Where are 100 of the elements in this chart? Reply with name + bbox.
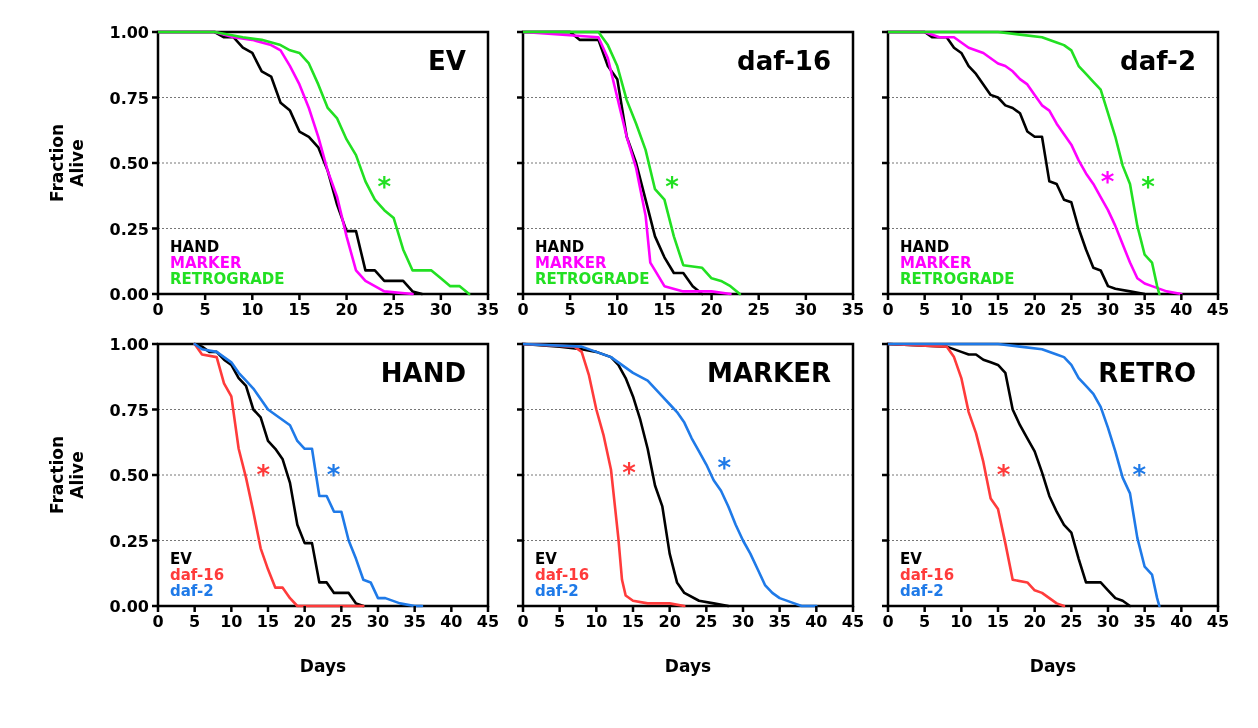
x-tick-label: 10	[606, 300, 629, 319]
annotation: *	[1100, 166, 1115, 197]
x-tick-label: 10	[241, 300, 264, 319]
annotation: *	[1132, 460, 1147, 491]
text: MARKER	[707, 358, 831, 388]
annotation: *	[326, 460, 341, 491]
text: EV	[900, 550, 923, 568]
x-tick-label: 5	[564, 300, 576, 319]
x-tick-label: 45	[1206, 300, 1230, 319]
x-tick-label: 10	[220, 612, 243, 631]
text: EV	[535, 550, 558, 568]
x-tick-label: 30	[794, 300, 817, 319]
x-tick-label: 0	[882, 612, 894, 631]
text: RETROGRADE	[535, 270, 650, 288]
x-tick-label: 20	[1023, 300, 1046, 319]
text: daf-16	[535, 566, 590, 584]
x-tick-label: 0	[882, 300, 894, 319]
text: RETROGRADE	[900, 270, 1015, 288]
y-tick-label: 0.00	[109, 285, 149, 304]
x-tick-label: 25	[1060, 612, 1083, 631]
x-tick-label: 20	[700, 300, 723, 319]
x-tick-label: 30	[731, 612, 755, 631]
annotation: *	[256, 460, 271, 491]
x-tick-label: 40	[805, 612, 828, 631]
text: HAND	[900, 238, 950, 256]
x-tick-label: 5	[919, 612, 931, 631]
x-tick-label: 35	[476, 300, 500, 319]
text: RETRO	[1098, 358, 1196, 388]
y-axis-title: Fraction Alive	[47, 435, 87, 515]
text: HAND	[170, 238, 220, 256]
x-tick-label: 0	[517, 612, 529, 631]
text: daf-16	[737, 46, 831, 76]
x-tick-label: 30	[1096, 612, 1120, 631]
x-axis-title: Days	[1029, 656, 1077, 676]
x-tick-label: 25	[695, 612, 718, 631]
y-tick-label: 1.00	[109, 335, 149, 354]
x-tick-label: 20	[335, 300, 358, 319]
text: HAND	[380, 358, 466, 388]
x-tick-label: 15	[653, 300, 676, 319]
x-tick-label: 40	[440, 612, 463, 631]
annotation: *	[996, 460, 1011, 491]
y-tick-label: 0.75	[109, 400, 149, 420]
text: HAND	[535, 238, 585, 256]
x-tick-label: 35	[1133, 612, 1156, 631]
y-tick-label: 0.25	[109, 531, 149, 551]
x-tick-label: 20	[658, 612, 681, 631]
x-tick-label: 30	[366, 612, 390, 631]
y-axis-title: Fraction Alive	[47, 123, 87, 203]
x-tick-label: 25	[747, 300, 770, 319]
text: MARKER	[535, 254, 607, 272]
x-tick-label: 25	[330, 612, 353, 631]
y-tick-label: 1.00	[109, 23, 149, 42]
text: daf-2	[1120, 46, 1196, 76]
x-tick-label: 45	[841, 612, 865, 631]
annotation: *	[717, 452, 732, 483]
text: EV	[170, 550, 193, 568]
x-axis-title: Days	[664, 656, 712, 676]
x-tick-label: 30	[429, 300, 452, 319]
y-tick-label: 0.75	[109, 88, 149, 108]
y-tick-label: 0.00	[109, 597, 149, 616]
x-tick-label: 20	[293, 612, 316, 631]
x-tick-label: 25	[382, 300, 405, 319]
x-tick-label: 5	[189, 612, 201, 631]
y-tick-label: 0.50	[109, 154, 149, 173]
x-tick-label: 30	[1096, 300, 1120, 319]
x-tick-label: 45	[1206, 612, 1230, 631]
text: daf-16	[900, 566, 955, 584]
x-tick-label: 15	[621, 612, 645, 631]
text: daf-2	[535, 582, 579, 600]
text: daf-16	[170, 566, 225, 584]
y-tick-label: 0.25	[109, 219, 149, 239]
x-tick-label: 35	[1133, 300, 1156, 319]
x-tick-label: 45	[476, 612, 500, 631]
x-tick-label: 35	[403, 612, 426, 631]
annotation: *	[1141, 171, 1156, 202]
x-tick-label: 5	[554, 612, 566, 631]
annotation: *	[377, 171, 392, 202]
x-tick-label: 0	[152, 612, 164, 631]
x-tick-label: 25	[1060, 300, 1083, 319]
text: daf-2	[170, 582, 214, 600]
y-tick-label: 0.50	[109, 466, 149, 485]
x-tick-label: 35	[841, 300, 865, 319]
x-tick-label: 0	[152, 300, 164, 319]
annotation: *	[665, 171, 680, 202]
x-tick-label: 15	[256, 612, 280, 631]
text: MARKER	[900, 254, 972, 272]
x-tick-label: 5	[919, 300, 931, 319]
x-tick-label: 5	[199, 300, 211, 319]
x-tick-label: 15	[288, 300, 311, 319]
x-tick-label: 10	[585, 612, 608, 631]
x-tick-label: 15	[986, 612, 1010, 631]
text: MARKER	[170, 254, 242, 272]
x-tick-label: 20	[1023, 612, 1046, 631]
text: daf-2	[900, 582, 944, 600]
x-tick-label: 10	[950, 612, 973, 631]
text: RETROGRADE	[170, 270, 285, 288]
x-tick-label: 10	[950, 300, 973, 319]
x-tick-label: 40	[1170, 612, 1193, 631]
text: EV	[428, 46, 466, 76]
x-tick-label: 15	[986, 300, 1010, 319]
